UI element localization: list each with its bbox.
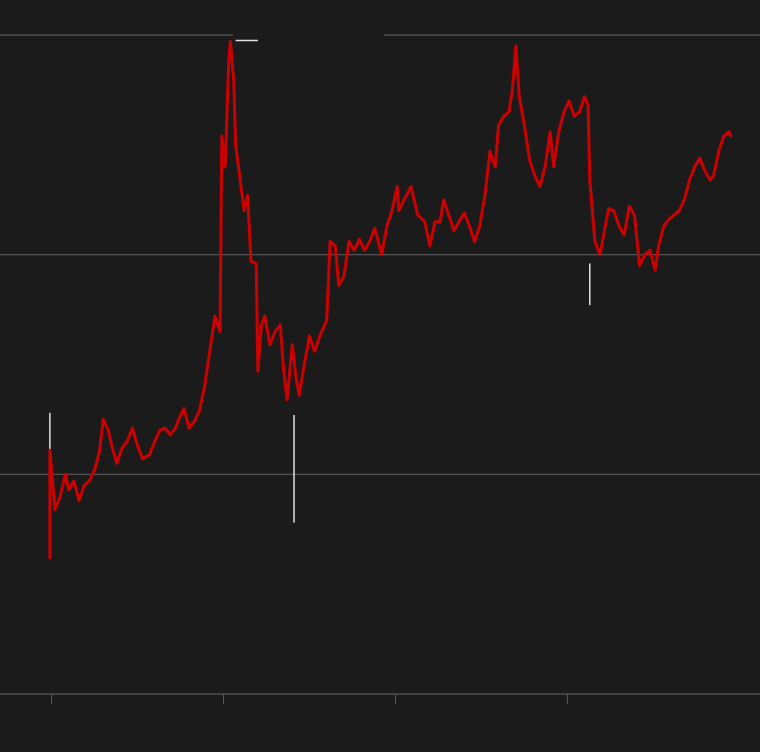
gridlines [0, 34, 760, 695]
x-axis-ticks [51, 694, 568, 704]
series-line [48, 40, 733, 560]
series-group [48, 40, 733, 560]
